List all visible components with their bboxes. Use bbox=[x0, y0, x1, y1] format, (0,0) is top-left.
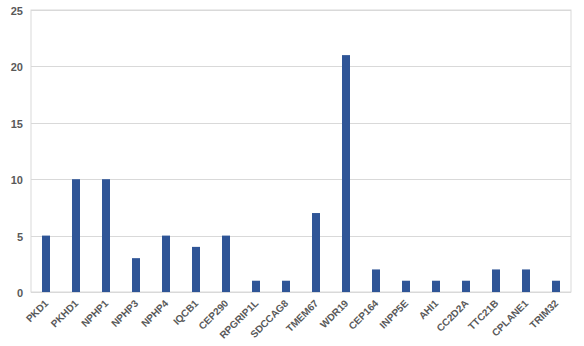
x-tick-label: TRIM32 bbox=[527, 297, 560, 330]
x-tick-label: NPHP1 bbox=[79, 297, 111, 329]
bar bbox=[462, 281, 470, 292]
grid-line bbox=[31, 10, 571, 11]
grid-line bbox=[31, 66, 571, 67]
x-tick-label: IQCB1 bbox=[171, 297, 201, 327]
plot-frame bbox=[31, 10, 571, 292]
bar bbox=[372, 269, 380, 292]
grid-line bbox=[31, 123, 571, 124]
x-tick-label: PKHD1 bbox=[49, 297, 81, 329]
bar bbox=[522, 269, 530, 292]
y-tick-label: 10 bbox=[11, 174, 23, 186]
bar bbox=[312, 213, 320, 292]
bar bbox=[42, 236, 50, 292]
y-tick-label: 25 bbox=[11, 5, 23, 17]
bar bbox=[132, 258, 140, 292]
chart: 0 5 10 15 20 25 PKD1PKHD1NPHP1NPHP3NPHP4IQCB1 C… bbox=[0, 0, 584, 346]
bar bbox=[282, 281, 290, 292]
x-axis-line bbox=[31, 292, 571, 293]
grid-line bbox=[31, 236, 571, 237]
x-tick-label: CC2D2A bbox=[434, 298, 470, 334]
y-tick-label: 20 bbox=[11, 61, 23, 73]
bars bbox=[42, 55, 560, 292]
grid-line bbox=[31, 179, 571, 180]
x-tick-label: SDCCAG8 bbox=[248, 297, 291, 340]
x-tick-label: WDR19 bbox=[318, 297, 351, 330]
x-tick-label: AHI1 bbox=[417, 297, 441, 321]
bar bbox=[222, 236, 230, 292]
bar bbox=[552, 281, 560, 292]
x-tick-label: NPHP4 bbox=[139, 297, 171, 329]
x-tick-label: INPP5E bbox=[377, 297, 410, 330]
x-tick-label: PKD1 bbox=[24, 297, 51, 324]
x-tick-label: TMEM67 bbox=[284, 297, 321, 334]
y-tick-label: 0 bbox=[17, 287, 23, 299]
bar bbox=[72, 179, 80, 292]
x-tick-label: CPLANE1 bbox=[490, 297, 531, 338]
y-tick-label: 5 bbox=[17, 231, 23, 243]
x-tick-label: CEP164 bbox=[346, 297, 380, 331]
grid-line bbox=[31, 292, 571, 293]
bar bbox=[162, 236, 170, 292]
bar bbox=[492, 269, 500, 292]
bar bbox=[252, 281, 260, 292]
y-tick-label: 15 bbox=[11, 118, 23, 130]
x-tick-label: NPHP3 bbox=[109, 297, 141, 329]
bar bbox=[432, 281, 440, 292]
bar bbox=[402, 281, 410, 292]
bar bbox=[342, 55, 350, 292]
bar bbox=[192, 247, 200, 292]
bar bbox=[102, 179, 110, 292]
